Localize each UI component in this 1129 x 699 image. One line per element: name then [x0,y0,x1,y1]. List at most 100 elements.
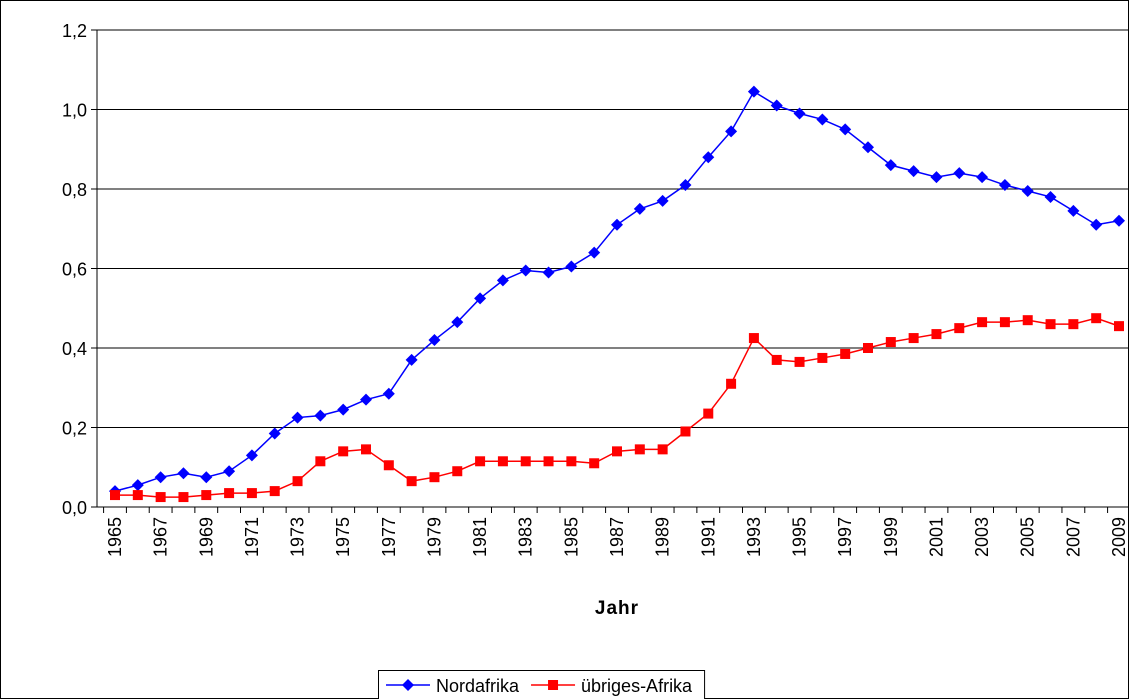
marker [931,329,942,340]
marker [589,458,600,469]
marker [611,218,623,231]
marker [223,465,236,478]
x-tick-label: 1999 [881,517,901,557]
marker [998,179,1011,192]
y-tick-label: 0,8 [62,180,87,200]
x-tick-label: 2007 [1063,517,1083,557]
marker [360,393,372,406]
marker [976,171,989,184]
marker [747,85,760,98]
y-tick-label: 0,4 [62,339,87,359]
y-tick-label: 0,0 [62,498,87,518]
marker [110,490,120,501]
marker [452,466,463,477]
marker [520,456,531,467]
x-tick-label: 1983 [516,517,536,557]
marker [863,343,873,353]
marker [633,202,646,215]
marker [862,141,874,154]
marker [680,426,691,437]
marker [839,123,852,136]
marker [383,460,394,471]
marker [885,337,896,348]
marker [816,113,829,126]
y-tick-label: 0,2 [62,419,87,439]
marker [542,266,555,279]
marker [224,488,235,499]
marker [679,179,692,192]
marker [200,471,213,484]
marker [292,476,303,487]
marker [131,479,144,492]
x-tick-label: 1969 [196,517,216,557]
marker [907,165,920,178]
marker [953,167,966,180]
x-tick-label: 2003 [972,517,992,557]
marker [1022,315,1033,326]
marker [725,125,738,138]
marker [519,264,532,277]
marker [566,456,577,467]
marker [382,387,395,400]
marker [1021,184,1034,197]
marker [770,99,783,112]
marker [429,472,440,483]
x-tick-label: 1989 [653,517,673,557]
marker [977,317,988,328]
marker [999,317,1010,328]
marker [840,348,851,359]
marker [726,378,737,389]
y-tick-label: 1,0 [62,101,87,121]
x-tick-label: 1997 [835,517,855,557]
marker [496,274,509,287]
marker [702,151,715,164]
marker [884,159,897,172]
x-tick-label: 1995 [790,517,810,557]
legend-label: Nordafrika [436,676,520,696]
marker [656,194,669,207]
marker [1114,321,1124,332]
marker [794,356,805,367]
marker [1113,214,1125,227]
marker [315,456,326,467]
x-tick-label: 1979 [424,517,444,557]
marker [612,446,622,457]
marker [634,444,645,455]
x-tick-label: 2005 [1018,517,1038,557]
marker [657,444,668,455]
marker [245,449,258,462]
x-tick-label: 1981 [470,517,490,557]
marker [543,456,554,467]
x-tick-label: 1967 [151,517,171,557]
marker [1067,204,1080,217]
x-tick-label: 1985 [561,517,581,557]
x-tick-label: 2009 [1109,517,1129,557]
marker [1045,319,1056,330]
marker [314,409,327,422]
marker [588,246,601,259]
marker [405,353,418,366]
marker [268,427,281,440]
marker [402,679,414,691]
marker [428,334,441,347]
marker [474,292,487,305]
x-tick-label: 1973 [288,517,308,557]
marker [771,354,782,365]
y-tick-label: 1,2 [62,21,87,41]
marker [1091,313,1102,324]
marker [548,680,559,690]
x-tick-label: 2001 [926,517,946,557]
legend-label: übriges-Afrika [581,676,693,696]
marker [269,486,280,497]
marker [954,323,965,334]
marker [154,471,167,484]
marker [908,333,919,344]
marker [178,492,189,503]
x-axis-title: Jahr [595,598,639,619]
marker [201,490,212,501]
marker [793,107,806,120]
x-tick-label: 1965 [105,517,125,557]
marker [361,444,371,455]
marker [1090,218,1103,231]
